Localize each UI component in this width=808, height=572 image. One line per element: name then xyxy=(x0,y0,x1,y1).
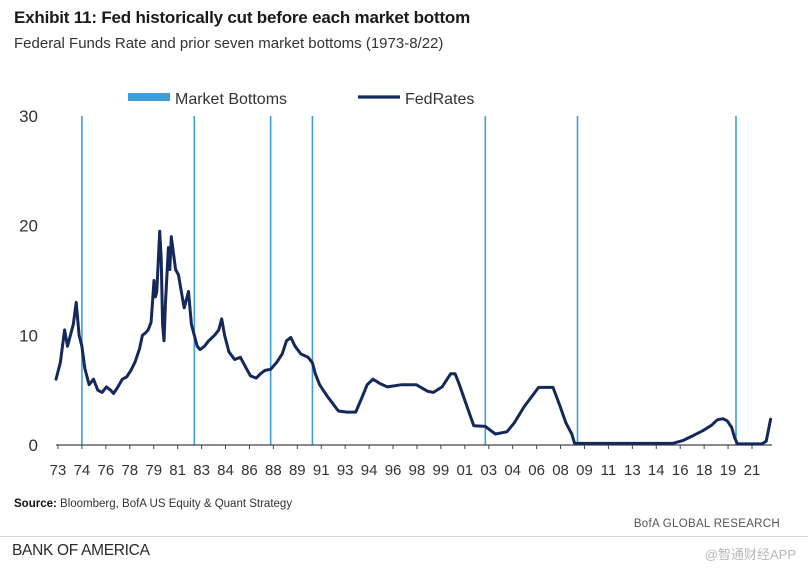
x-tick-label: 16 xyxy=(672,462,689,479)
legend-label-market-bottoms: Market Bottoms xyxy=(175,91,287,108)
x-axis-ticks: 73 74 76 78 79 81 83 84 86 88 89 91 93 94 96 98 99 01 03 04… xyxy=(50,445,761,479)
y-tick-label: 0 xyxy=(29,436,38,455)
x-tick-label: 88 xyxy=(265,462,282,479)
x-tick-label: 08 xyxy=(552,462,569,479)
x-tick-label: 73 xyxy=(50,462,67,479)
market-bottom-lines xyxy=(81,116,737,445)
y-tick-label: 30 xyxy=(19,107,38,126)
x-tick-label: 86 xyxy=(241,462,258,479)
x-tick-label: 13 xyxy=(624,462,641,479)
x-tick-label: 99 xyxy=(433,462,450,479)
x-tick-label: 84 xyxy=(217,462,234,479)
footer-divider xyxy=(0,536,808,537)
chart-subtitle: Federal Funds Rate and prior seven marke… xyxy=(14,35,444,52)
x-tick-label: 18 xyxy=(696,462,713,479)
x-tick-label: 04 xyxy=(504,462,521,479)
x-tick-label: 03 xyxy=(480,462,497,479)
x-tick-label: 79 xyxy=(145,462,162,479)
fedrates-series-line xyxy=(54,229,773,446)
y-axis-ticks: 0 10 20 30 xyxy=(19,107,38,455)
source-note: Source: Bloomberg, BofA US Equity & Quan… xyxy=(14,498,292,510)
x-tick-label: 11 xyxy=(601,462,617,479)
legend: Market Bottoms FedRates xyxy=(128,91,474,108)
chart-title: Exhibit 11: Fed historically cut before … xyxy=(14,8,471,27)
legend-label-fedrates: FedRates xyxy=(405,91,474,108)
research-credit: BofA GLOBAL RESEARCH xyxy=(633,518,780,530)
x-tick-label: 76 xyxy=(98,462,115,479)
x-tick-label: 89 xyxy=(289,462,306,479)
source-text: Bloomberg, BofA US Equity & Quant Strate… xyxy=(60,498,293,510)
x-tick-label: 83 xyxy=(193,462,210,479)
x-tick-label: 98 xyxy=(409,462,426,479)
x-tick-label: 81 xyxy=(169,462,186,479)
x-tick-label: 21 xyxy=(744,462,761,479)
x-tick-label: 01 xyxy=(456,462,473,479)
brand-logo-text: BANK OF AMERICA xyxy=(12,542,150,559)
x-tick-label: 19 xyxy=(720,462,737,479)
x-tick-label: 09 xyxy=(576,462,593,479)
y-tick-label: 20 xyxy=(19,217,38,236)
x-tick-label: 06 xyxy=(528,462,545,479)
x-tick-label: 14 xyxy=(648,462,665,479)
source-label: Source: xyxy=(14,498,57,510)
x-tick-label: 93 xyxy=(337,462,354,479)
x-tick-label: 91 xyxy=(313,462,330,479)
watermark: @智通财经APP xyxy=(704,547,796,562)
x-tick-label: 78 xyxy=(121,462,138,479)
x-tick-label: 94 xyxy=(361,462,378,479)
y-tick-label: 10 xyxy=(19,326,38,345)
legend-swatch-market-bottoms xyxy=(128,93,170,101)
x-tick-label: 74 xyxy=(74,462,91,479)
x-tick-label: 96 xyxy=(385,462,402,479)
